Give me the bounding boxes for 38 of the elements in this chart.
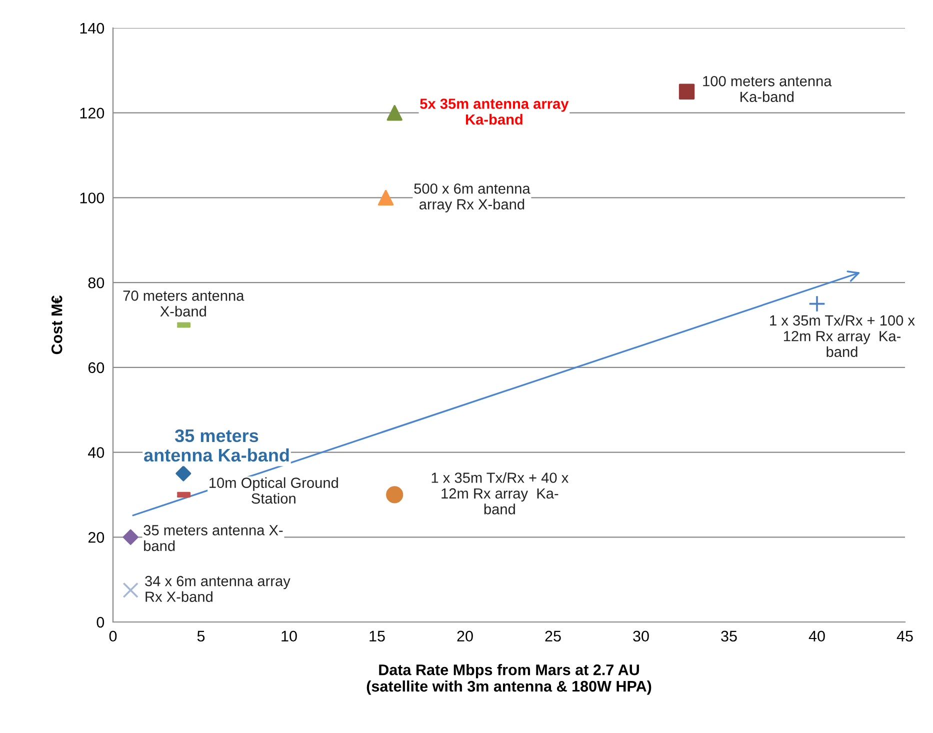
- x-tick-label: 30: [633, 630, 649, 642]
- y-tick-label: 140: [80, 22, 104, 34]
- point: [678, 84, 695, 100]
- text: 1 x 35m Tx/Rx + 100 x 12m Rx array Ka- band: [770, 314, 915, 358]
- point: [808, 295, 826, 312]
- y-tick-label: 60: [88, 362, 104, 374]
- x-tick-label: 45: [896, 630, 913, 642]
- point: [386, 486, 404, 504]
- x-tick-label: 25: [545, 630, 561, 642]
- point: [122, 529, 138, 545]
- x-tick-label: 0: [109, 630, 117, 642]
- point: [386, 105, 402, 121]
- y-tick-label: 20: [88, 532, 104, 543]
- series-label: 70 meters antenna X-band: [123, 290, 244, 317]
- x-tick-label: 40: [808, 630, 825, 642]
- y-axis-title: Cost M€: [51, 296, 62, 354]
- x-tick-label: 35: [721, 630, 737, 642]
- series-label: 10m Optical Ground Station: [210, 477, 338, 504]
- series-label: 35 meters antenna Ka-band: [144, 429, 289, 462]
- y-tick-label: 80: [88, 277, 104, 288]
- series-label: 5x 35m antenna array Ka-band: [420, 98, 569, 125]
- series-label: 500 x 6m antenna array Rx X-band: [414, 183, 530, 212]
- x-tick-label: 5: [197, 630, 205, 642]
- x-tick-label: 15: [370, 630, 385, 642]
- text: 1 x 35m Tx/Rx + 40 x 12m Rx array Ka- band: [432, 472, 568, 514]
- x-tick-label: 10: [282, 630, 297, 642]
- y-tick-label: 120: [80, 108, 104, 119]
- series-label: 100 meters antenna Ka-band: [703, 76, 832, 102]
- point: [378, 190, 394, 206]
- series-label: 35 meters antenna X- band: [144, 525, 283, 552]
- point: [122, 582, 138, 598]
- y-tick-label: 40: [88, 447, 104, 458]
- point: [176, 466, 192, 482]
- y-tick-label: 0: [96, 616, 104, 628]
- series-label: 34 x 6m antenna array Rx X-band: [145, 576, 290, 602]
- x-tick-label: 20: [457, 630, 473, 642]
- x-axis-title: Data Rate Mbps from Mars at 2.7 AU (satellite with 3m antenna & 180W HPA): [366, 664, 652, 695]
- y-tick-label: 100: [80, 192, 104, 204]
